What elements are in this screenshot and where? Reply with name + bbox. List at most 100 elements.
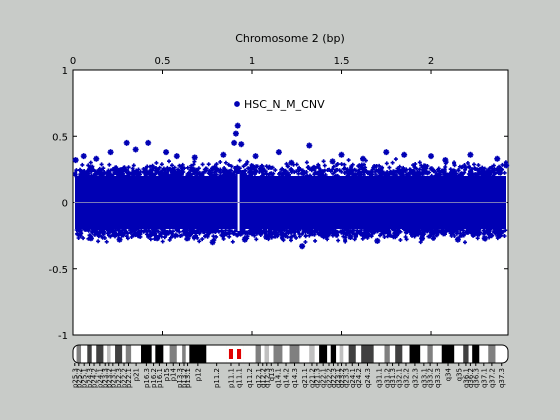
band-label: q33.3 (434, 368, 442, 388)
ideogram-band (76, 345, 82, 363)
outlier-point (320, 232, 327, 239)
ideogram-band (441, 345, 455, 363)
band-label: p14 (170, 367, 178, 381)
outlier-point (154, 235, 161, 242)
band-label: p24.3 (86, 368, 94, 388)
ideogram-band (402, 345, 410, 363)
ideogram-band (384, 345, 390, 363)
band-label: q31.1 (376, 368, 384, 388)
ideogram-band (395, 345, 403, 363)
outlier-point (442, 157, 449, 164)
band-label: p22.1 (125, 368, 133, 388)
band-label: q12.1 (255, 368, 263, 388)
ideogram-band (182, 345, 186, 363)
outlier-point (238, 141, 245, 148)
outlier-point (428, 153, 435, 160)
outlier-point (231, 139, 238, 146)
band-label: q21.2 (308, 368, 316, 388)
outlier-point (184, 235, 191, 242)
y-axis-ticks: 1 0.5 0 -0.5 -1 (48, 66, 508, 342)
ideogram-band (495, 345, 508, 363)
ideogram-band (243, 345, 256, 363)
band-label: q23.3 (342, 368, 350, 388)
outlier-point (145, 139, 152, 146)
legend-marker-icon (234, 101, 240, 107)
band-label: q21.1 (301, 368, 309, 388)
ideogram-band (319, 345, 328, 363)
ideogram-band (87, 345, 92, 363)
band-label: q35 (455, 368, 463, 381)
outlier-point (347, 233, 354, 240)
band-label: q12.2 (259, 368, 267, 388)
ideogram-band (185, 345, 190, 363)
outlier-point (87, 235, 94, 242)
ideogram-band (373, 345, 385, 363)
band-label: p16.3 (143, 368, 151, 388)
band-label: p24.2 (91, 368, 99, 388)
band-label: p13.3 (176, 368, 184, 388)
ideogram-band (169, 345, 177, 363)
outlier-point (419, 235, 426, 242)
y-tick-label: -1 (58, 331, 68, 342)
band-label: q24.3 (364, 368, 372, 388)
centromere-mark (228, 349, 234, 359)
ideogram-band (206, 345, 227, 363)
band-label: q23.1 (334, 368, 342, 388)
band-label: q32.3 (411, 368, 419, 388)
outlier-point (241, 236, 248, 243)
ideogram-band (141, 345, 152, 363)
band-label: q36.3 (472, 368, 480, 388)
ideogram-band (282, 345, 290, 363)
legend: HSC_N_M_CNV (234, 98, 325, 111)
band-label: q22.1 (320, 368, 328, 388)
band-label: q22.2 (325, 368, 333, 388)
ideogram-band (472, 345, 480, 363)
y-tick-label: 1 (62, 66, 68, 77)
ideogram-band (103, 345, 108, 363)
band-label: p25.2 (75, 368, 83, 388)
outlier-point (116, 236, 123, 243)
outlier-point (503, 162, 510, 169)
ideogram-band (330, 345, 337, 363)
band-label: q33.1 (420, 368, 428, 388)
band-label: q37.2 (488, 368, 496, 388)
band-label: p16.1 (156, 368, 164, 388)
outlier-point (191, 154, 198, 161)
outlier-point (454, 236, 461, 243)
ideogram-band (361, 345, 374, 363)
band-label: q21.3 (313, 368, 321, 388)
ideogram-band (155, 345, 164, 363)
band-label: p13.2 (180, 368, 188, 388)
band-label: p11.1 (227, 368, 235, 388)
ideogram-band (327, 345, 331, 363)
ideogram-band (409, 345, 421, 363)
y-tick-label: -0.5 (48, 265, 68, 276)
band-label: p16.2 (150, 368, 158, 388)
outlier-point (481, 235, 488, 242)
band-label: q37.1 (480, 368, 488, 388)
outlier-point (329, 158, 336, 165)
outlier-point (93, 155, 100, 162)
band-label: q37.3 (498, 368, 506, 388)
band-label: p23.2 (105, 368, 113, 388)
x-tick-label: 2 (428, 56, 434, 67)
outlier-point (123, 139, 130, 146)
band-label: p23.3 (102, 368, 110, 388)
outlier-point (252, 153, 259, 160)
ideogram-band (355, 345, 362, 363)
ideogram-band (468, 345, 473, 363)
band-label: q14.1 (274, 368, 282, 388)
ideogram-band (299, 345, 310, 363)
x-axis-ticks: 0 0.5 1 1.5 2 (70, 56, 434, 335)
outlier-point (132, 146, 139, 153)
band-label: q12.3 (263, 368, 271, 388)
band-label: q24.2 (355, 368, 363, 388)
ideogram-band (479, 345, 489, 363)
ideogram-band (125, 345, 132, 363)
ideogram-band (314, 345, 320, 363)
outlier-point (467, 151, 474, 158)
x-tick-label: 1 (249, 56, 255, 67)
outlier-point (401, 151, 408, 158)
ideogram-band (176, 345, 183, 363)
ideogram-band (463, 345, 469, 363)
